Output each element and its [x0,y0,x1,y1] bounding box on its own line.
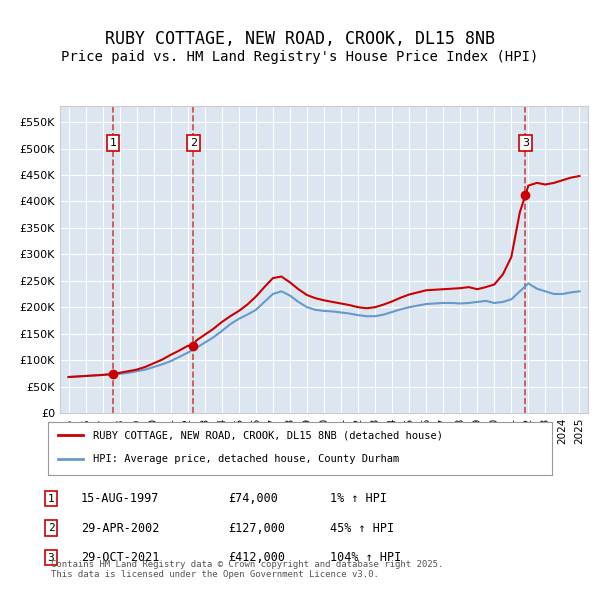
Text: 3: 3 [522,138,529,148]
Text: 1% ↑ HPI: 1% ↑ HPI [330,492,387,505]
Text: £127,000: £127,000 [228,522,285,535]
Text: 104% ↑ HPI: 104% ↑ HPI [330,551,401,564]
Text: 3: 3 [47,553,55,562]
Text: 2: 2 [47,523,55,533]
Text: Contains HM Land Registry data © Crown copyright and database right 2025.
This d: Contains HM Land Registry data © Crown c… [51,560,443,579]
Text: RUBY COTTAGE, NEW ROAD, CROOK, DL15 8NB (detached house): RUBY COTTAGE, NEW ROAD, CROOK, DL15 8NB … [94,430,443,440]
Text: 29-OCT-2021: 29-OCT-2021 [81,551,160,564]
Text: 45% ↑ HPI: 45% ↑ HPI [330,522,394,535]
Text: £412,000: £412,000 [228,551,285,564]
Text: Price paid vs. HM Land Registry's House Price Index (HPI): Price paid vs. HM Land Registry's House … [61,50,539,64]
Text: 15-AUG-1997: 15-AUG-1997 [81,492,160,505]
Text: 1: 1 [47,494,55,503]
Text: 29-APR-2002: 29-APR-2002 [81,522,160,535]
Text: HPI: Average price, detached house, County Durham: HPI: Average price, detached house, Coun… [94,454,400,464]
Text: RUBY COTTAGE, NEW ROAD, CROOK, DL15 8NB: RUBY COTTAGE, NEW ROAD, CROOK, DL15 8NB [105,30,495,48]
Text: 1: 1 [110,138,116,148]
Text: 2: 2 [190,138,197,148]
Text: £74,000: £74,000 [228,492,278,505]
